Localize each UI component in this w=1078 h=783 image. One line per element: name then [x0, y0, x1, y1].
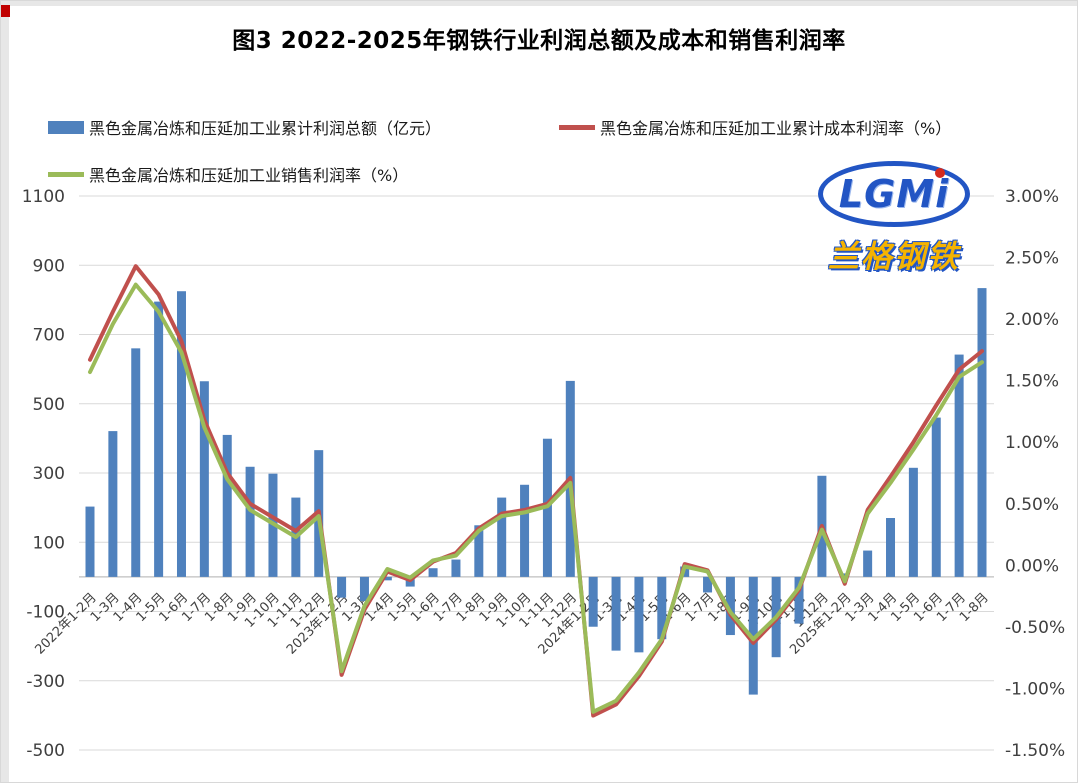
profit-bar: [222, 434, 232, 577]
profit-bar: [794, 576, 804, 624]
profit-bar: [199, 381, 209, 577]
left-axis-tick: 900: [33, 256, 65, 276]
right-axis-tick: -1.50%: [1005, 741, 1065, 761]
lgmi-logo-text: LGMi: [838, 172, 950, 216]
profit-bar: [863, 550, 873, 577]
legend-item-profit[interactable]: 黑色金属冶炼和压延加工业累计利润总额（亿元）: [48, 115, 441, 139]
right-axis-tick: 0.50%: [1005, 495, 1059, 515]
profit-bar: [451, 559, 461, 577]
profit-bar: [520, 484, 530, 577]
left-axis-tick: 300: [33, 464, 65, 484]
legend-label-sales-rate: 黑色金属冶炼和压延加工业销售利润率（%）: [89, 166, 409, 185]
left-axis-tick: -500: [26, 741, 65, 761]
right-axis-tick: 2.50%: [1005, 249, 1059, 269]
corner-red-marker: [1, 5, 10, 17]
profit-bar: [108, 431, 118, 577]
profit-bar: [176, 291, 186, 577]
window-left-edge: [1, 1, 9, 782]
legend-label-profit: 黑色金属冶炼和压延加工业累计利润总额（亿元）: [89, 119, 442, 138]
right-axis-tick: 2.00%: [1005, 310, 1059, 330]
left-axis-tick: 1100: [22, 187, 65, 207]
legend-line-swatch-sales: [48, 171, 84, 177]
profit-bar: [131, 348, 141, 577]
profit-bar: [634, 576, 644, 653]
profit-bar: [931, 417, 941, 577]
right-axis-tick: 1.00%: [1005, 433, 1059, 453]
right-axis-tick: 3.00%: [1005, 187, 1059, 207]
profit-bar: [245, 466, 255, 577]
profit-bar: [748, 576, 758, 695]
left-axis-tick: -300: [26, 672, 65, 692]
legend-bar-swatch: [48, 120, 84, 134]
lgmi-logo-dot-icon: [935, 168, 945, 178]
legend-line-swatch-cost: [559, 124, 595, 130]
left-axis-tick: 500: [33, 395, 65, 415]
profit-bar: [886, 518, 896, 577]
profit-bar: [611, 576, 621, 651]
left-axis-tick-labels: 1100 900 700 500 300 100 -100 -300 -500: [22, 187, 65, 761]
profit-bar: [154, 301, 164, 577]
profit-bar: [657, 576, 667, 640]
gridlines: [79, 195, 994, 751]
sales-rate-line: [88, 282, 984, 714]
lgmi-logo: LGMi 兰格钢铁: [816, 161, 972, 276]
profit-bar: [954, 354, 964, 577]
lgmi-logo-oval: LGMi: [818, 161, 970, 227]
x-axis-category-label: 2022年1-2月: [32, 590, 99, 657]
left-axis-tick: 700: [33, 326, 65, 346]
right-axis-tick-labels: 3.00% 2.50% 2.00% 1.50% 1.00% 0.50% 0.00% -0.50…: [1005, 187, 1065, 761]
chart-title: 图3 2022-2025年钢铁行业利润总额及成本和销售利润率: [232, 28, 846, 54]
profit-bars: [85, 288, 987, 695]
legend-item-sales-rate[interactable]: 黑色金属冶炼和压延加工业销售利润率（%）: [48, 162, 408, 186]
profit-bar: [474, 525, 484, 577]
profit-bar: [725, 576, 735, 636]
right-axis-tick: -0.50%: [1005, 618, 1065, 638]
profit-bar: [85, 506, 95, 577]
lgmi-logo-subtext: 兰格钢铁: [828, 239, 960, 275]
window-top-edge: [1, 1, 1077, 6]
right-axis-tick: 0.00%: [1005, 556, 1059, 576]
profit-bar: [382, 576, 392, 581]
profit-bar: [359, 576, 369, 602]
left-axis-tick: -100: [26, 603, 65, 623]
x-axis-category-labels: 2022年1-2月1-3月1-4月1-5月1-6月1-7月1-8月1-9月1-1…: [32, 590, 991, 657]
profit-bar: [337, 576, 347, 598]
legend-item-cost-rate[interactable]: 黑色金属冶炼和压延加工业累计成本利润率（%）: [559, 115, 951, 139]
profit-bar: [497, 497, 507, 577]
legend-label-cost-rate: 黑色金属冶炼和压延加工业累计成本利润率（%）: [600, 119, 952, 138]
left-axis-tick: 100: [33, 533, 65, 553]
right-axis-tick: -1.00%: [1005, 679, 1065, 699]
profit-bar: [588, 576, 598, 627]
profit-bar: [703, 576, 713, 593]
profit-bar: [908, 467, 918, 577]
right-axis-tick: 1.50%: [1005, 372, 1059, 392]
profit-bar: [977, 288, 987, 577]
profit-bar: [428, 568, 438, 577]
sales-rate-polyline: [88, 282, 984, 714]
